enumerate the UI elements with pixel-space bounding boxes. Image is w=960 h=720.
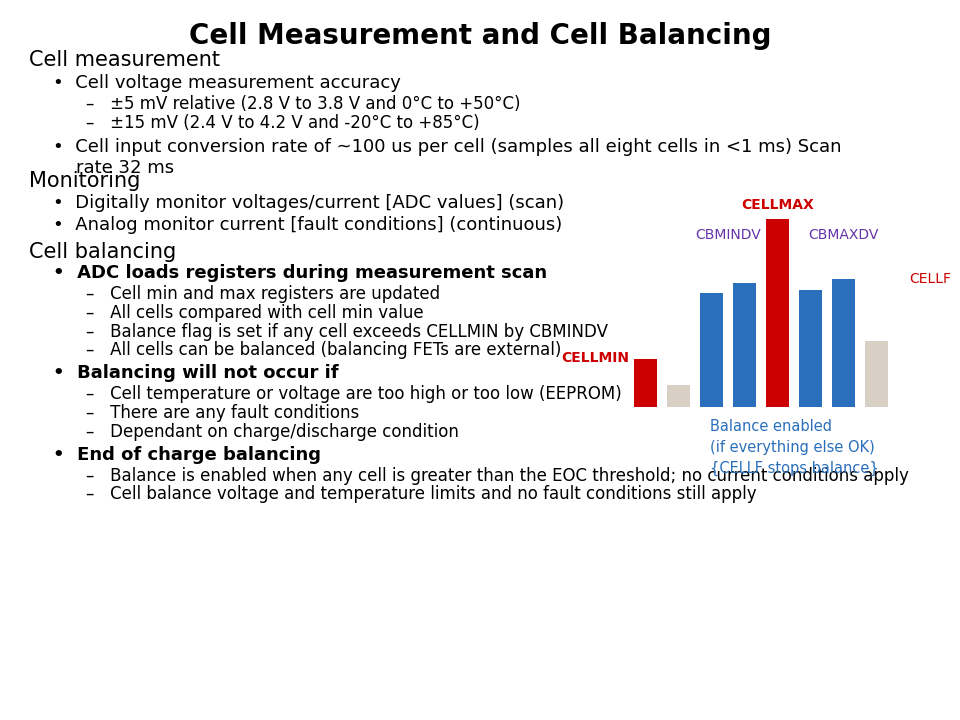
Text: –   All cells can be balanced (balancing FETs are external): – All cells can be balanced (balancing F… (86, 341, 562, 359)
Text: •  Cell voltage measurement accuracy: • Cell voltage measurement accuracy (53, 74, 400, 92)
Text: Cell Measurement and Cell Balancing: Cell Measurement and Cell Balancing (189, 22, 771, 50)
Bar (666, 385, 690, 407)
Text: •  Analog monitor current [fault conditions] (continuous): • Analog monitor current [fault conditio… (53, 216, 562, 234)
Text: –   Cell min and max registers are updated: – Cell min and max registers are updated (86, 285, 441, 303)
Bar (634, 359, 658, 407)
Text: •  Digitally monitor voltages/current [ADC values] (scan): • Digitally monitor voltages/current [AD… (53, 194, 564, 212)
Text: Monitoring: Monitoring (29, 171, 140, 192)
Text: –   Dependant on charge/discharge condition: – Dependant on charge/discharge conditio… (86, 423, 459, 441)
Text: CELLMAX: CELLMAX (741, 197, 814, 212)
Text: Cell balancing: Cell balancing (29, 242, 176, 262)
Text: –   There are any fault conditions: – There are any fault conditions (86, 404, 360, 422)
Text: Balance enabled
(if everything else OK)
{CELLF stops balance}: Balance enabled (if everything else OK) … (710, 419, 879, 476)
Bar (865, 341, 889, 407)
Text: •  Cell input conversion rate of ~100 us per cell (samples all eight cells in <1: • Cell input conversion rate of ~100 us … (53, 138, 841, 177)
Bar (700, 293, 724, 407)
Text: CBMAXDV: CBMAXDV (808, 228, 878, 242)
Bar (831, 279, 855, 407)
Text: CELLF: CELLF (910, 272, 951, 286)
Text: CELLMIN: CELLMIN (561, 351, 629, 365)
Text: –   ±15 mV (2.4 V to 4.2 V and -20°C to +85°C): – ±15 mV (2.4 V to 4.2 V and -20°C to +8… (86, 114, 480, 132)
Text: Cell measurement: Cell measurement (29, 50, 220, 71)
Text: –   ±5 mV relative (2.8 V to 3.8 V and 0°C to +50°C): – ±5 mV relative (2.8 V to 3.8 V and 0°C… (86, 95, 521, 113)
Text: –   Balance is enabled when any cell is greater than the EOC threshold; no curre: – Balance is enabled when any cell is gr… (86, 467, 909, 485)
Text: •  Balancing will not occur if: • Balancing will not occur if (53, 364, 339, 382)
Text: •  End of charge balancing: • End of charge balancing (53, 446, 321, 464)
Text: CBMINDV: CBMINDV (695, 228, 761, 242)
Text: –   All cells compared with cell min value: – All cells compared with cell min value (86, 304, 424, 322)
Text: –   Cell temperature or voltage are too high or too low (EEPROM): – Cell temperature or voltage are too hi… (86, 385, 622, 403)
Text: –   Balance flag is set if any cell exceeds CELLMIN by CBMINDV: – Balance flag is set if any cell exceed… (86, 323, 609, 341)
Bar (766, 219, 789, 407)
Bar (799, 289, 823, 407)
Bar (732, 282, 756, 407)
Text: –   Cell balance voltage and temperature limits and no fault conditions still ap: – Cell balance voltage and temperature l… (86, 485, 757, 503)
Text: •  ADC loads registers during measurement scan: • ADC loads registers during measurement… (53, 264, 547, 282)
